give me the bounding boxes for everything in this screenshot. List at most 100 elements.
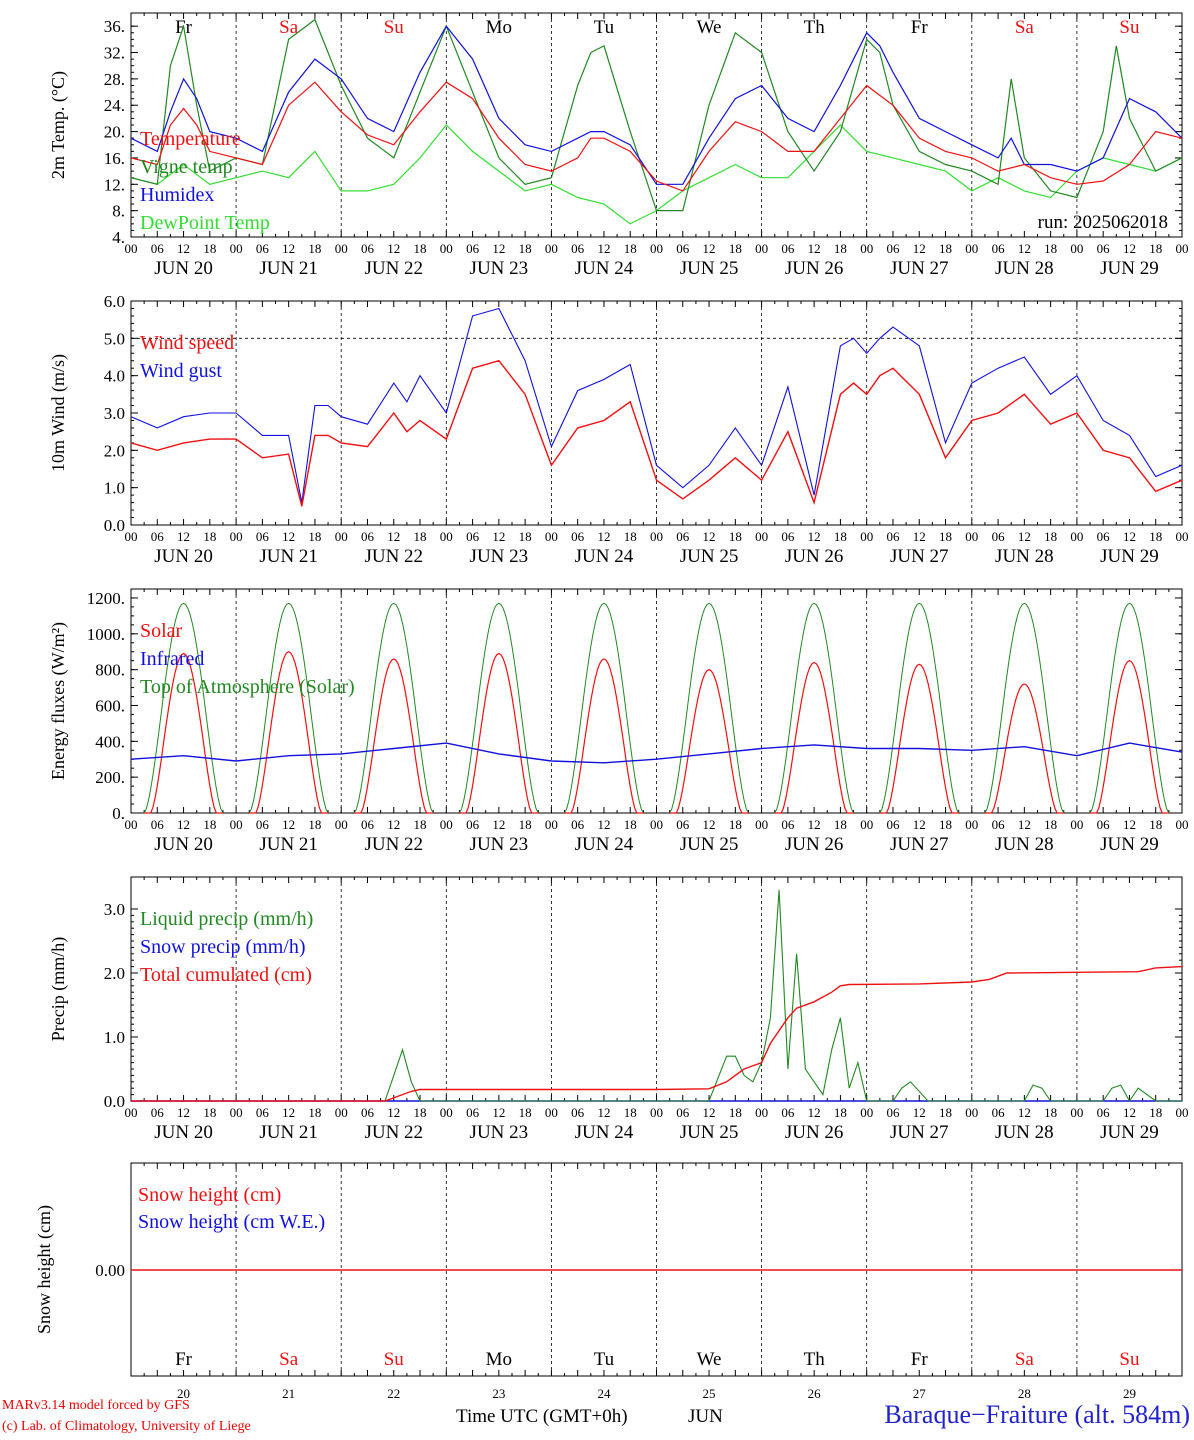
legend-entry: Temperature	[140, 128, 241, 150]
hour-tick-label: 18	[1044, 241, 1057, 256]
date-label: JUN 28	[995, 258, 1054, 279]
date-label: JUN 26	[785, 546, 844, 567]
y-tick-label: 6.0	[104, 292, 125, 311]
hour-tick-label: 18	[1044, 529, 1057, 544]
hour-tick-label: 06	[886, 241, 900, 256]
toa-curve	[669, 602, 749, 814]
solar-curve	[354, 658, 434, 814]
date-label: JUN 21	[259, 1122, 318, 1143]
y-tick-label: 0.0	[104, 1092, 125, 1111]
hour-tick-label: 18	[729, 1105, 742, 1120]
date-label: JUN 27	[890, 834, 949, 855]
hour-tick-label: 06	[571, 817, 585, 832]
hour-tick-label: 00	[650, 817, 663, 832]
day-number-label: 20	[177, 1386, 190, 1401]
hour-tick-label: 00	[335, 241, 348, 256]
hour-tick-label: 18	[624, 241, 637, 256]
solar-curve	[984, 683, 1064, 814]
date-label: JUN 25	[680, 258, 739, 279]
legend-entry: Solar	[140, 620, 183, 642]
panel-1: 4. 8. 12. 16. 20. 24. 28. 32. 36. 2m Temp. (°C) 00…	[48, 12, 1189, 279]
hour-tick-label: 12	[1018, 529, 1031, 544]
hour-tick-label: 06	[571, 1105, 585, 1120]
hour-tick-label: 00	[335, 529, 348, 544]
hour-tick-label: 00	[755, 241, 768, 256]
hour-tick-label: 06	[361, 241, 375, 256]
credit-line-1: MARv3.14 model forced by GFS	[2, 1398, 190, 1413]
legend-entry: Humidex	[140, 184, 214, 206]
run-annotation: run: 2025062018	[1038, 212, 1168, 233]
y-tick-label: 600.	[95, 696, 125, 715]
date-label: JUN 21	[259, 258, 318, 279]
date-label: JUN 28	[995, 546, 1054, 567]
hour-tick-label: 18	[1044, 1105, 1057, 1120]
y-tick-label: 8.	[112, 202, 125, 221]
hour-tick-label: 06	[676, 817, 690, 832]
weekday-label: Mo	[486, 1349, 512, 1370]
series-line	[130, 25, 1183, 185]
y-tick-label: 28.	[104, 70, 125, 89]
date-label: JUN 21	[259, 546, 318, 567]
hour-tick-label: 12	[1123, 1105, 1136, 1120]
hour-tick-label: 12	[913, 1105, 926, 1120]
date-label: JUN 23	[470, 1122, 529, 1143]
legend-entry: Snow precip (mm/h)	[140, 936, 306, 958]
hour-tick-label: 18	[624, 529, 637, 544]
hour-tick-label: 12	[597, 1105, 610, 1120]
y-tick-label: 12.	[104, 175, 125, 194]
hour-tick-label: 18	[203, 817, 216, 832]
hour-tick-label: 12	[1018, 1105, 1031, 1120]
hour-tick-label: 06	[361, 1105, 375, 1120]
date-label: JUN 20	[154, 258, 213, 279]
panel-2: 0.0 1.0 2.0 3.0 4.0 5.0 6.0 10m Wind (m/s) 00 06 1…	[48, 292, 1189, 567]
hour-tick-label: 18	[729, 817, 742, 832]
toa-curve	[984, 602, 1065, 814]
toa-curve	[564, 602, 644, 814]
date-label: JUN 29	[1100, 834, 1159, 855]
weekday-label: Th	[804, 1349, 826, 1370]
hour-tick-label: 06	[571, 529, 585, 544]
weekday-label: Sa	[1015, 17, 1035, 38]
hour-tick-label: 06	[256, 1105, 270, 1120]
toa-curve	[1089, 602, 1170, 814]
hour-tick-label: 00	[230, 241, 243, 256]
day-number-label: 29	[1123, 1386, 1136, 1401]
y-tick-label: 800.	[95, 661, 125, 680]
hour-tick-label: 00	[440, 529, 453, 544]
hour-tick-label: 18	[939, 817, 952, 832]
hour-tick-label: 12	[177, 241, 190, 256]
weekday-label: Th	[804, 17, 826, 38]
hour-tick-label: 18	[203, 241, 216, 256]
hour-tick-label: 06	[676, 241, 690, 256]
hour-tick-label: 18	[1149, 817, 1162, 832]
hour-tick-label: 00	[860, 1105, 873, 1120]
date-label: JUN 27	[890, 546, 949, 567]
y-tick-label: 1.0	[104, 1028, 125, 1047]
toa-curve	[353, 602, 434, 814]
hour-tick-label: 18	[939, 1105, 952, 1120]
y-tick-label: 1200.	[87, 589, 125, 608]
weekday-label: Fr	[911, 1349, 929, 1370]
date-label: JUN 29	[1100, 1122, 1159, 1143]
y-tick-label: 24.	[104, 96, 125, 115]
day-number-label: 26	[808, 1386, 822, 1401]
solar-curve	[774, 661, 854, 814]
hour-tick-label: 18	[939, 241, 952, 256]
y-tick-label: 3.0	[104, 900, 125, 919]
y-tick-label: 1.0	[104, 479, 125, 498]
hour-tick-label: 18	[203, 1105, 216, 1120]
hour-tick-label: 18	[308, 817, 321, 832]
hour-tick-label: 06	[1097, 1105, 1111, 1120]
hour-tick-label: 06	[256, 241, 270, 256]
hour-tick-label: 12	[808, 817, 821, 832]
y-tick-label: 4.0	[104, 367, 125, 386]
y-tick-label: 3.0	[104, 404, 125, 423]
panel-frame	[130, 12, 1183, 238]
toa-curve	[879, 602, 960, 814]
date-label: JUN 20	[154, 546, 213, 567]
hour-tick-label: 12	[492, 1105, 505, 1120]
solar-curve	[564, 658, 644, 814]
hour-tick-label: 06	[466, 817, 480, 832]
day-number-label: 23	[492, 1386, 505, 1401]
